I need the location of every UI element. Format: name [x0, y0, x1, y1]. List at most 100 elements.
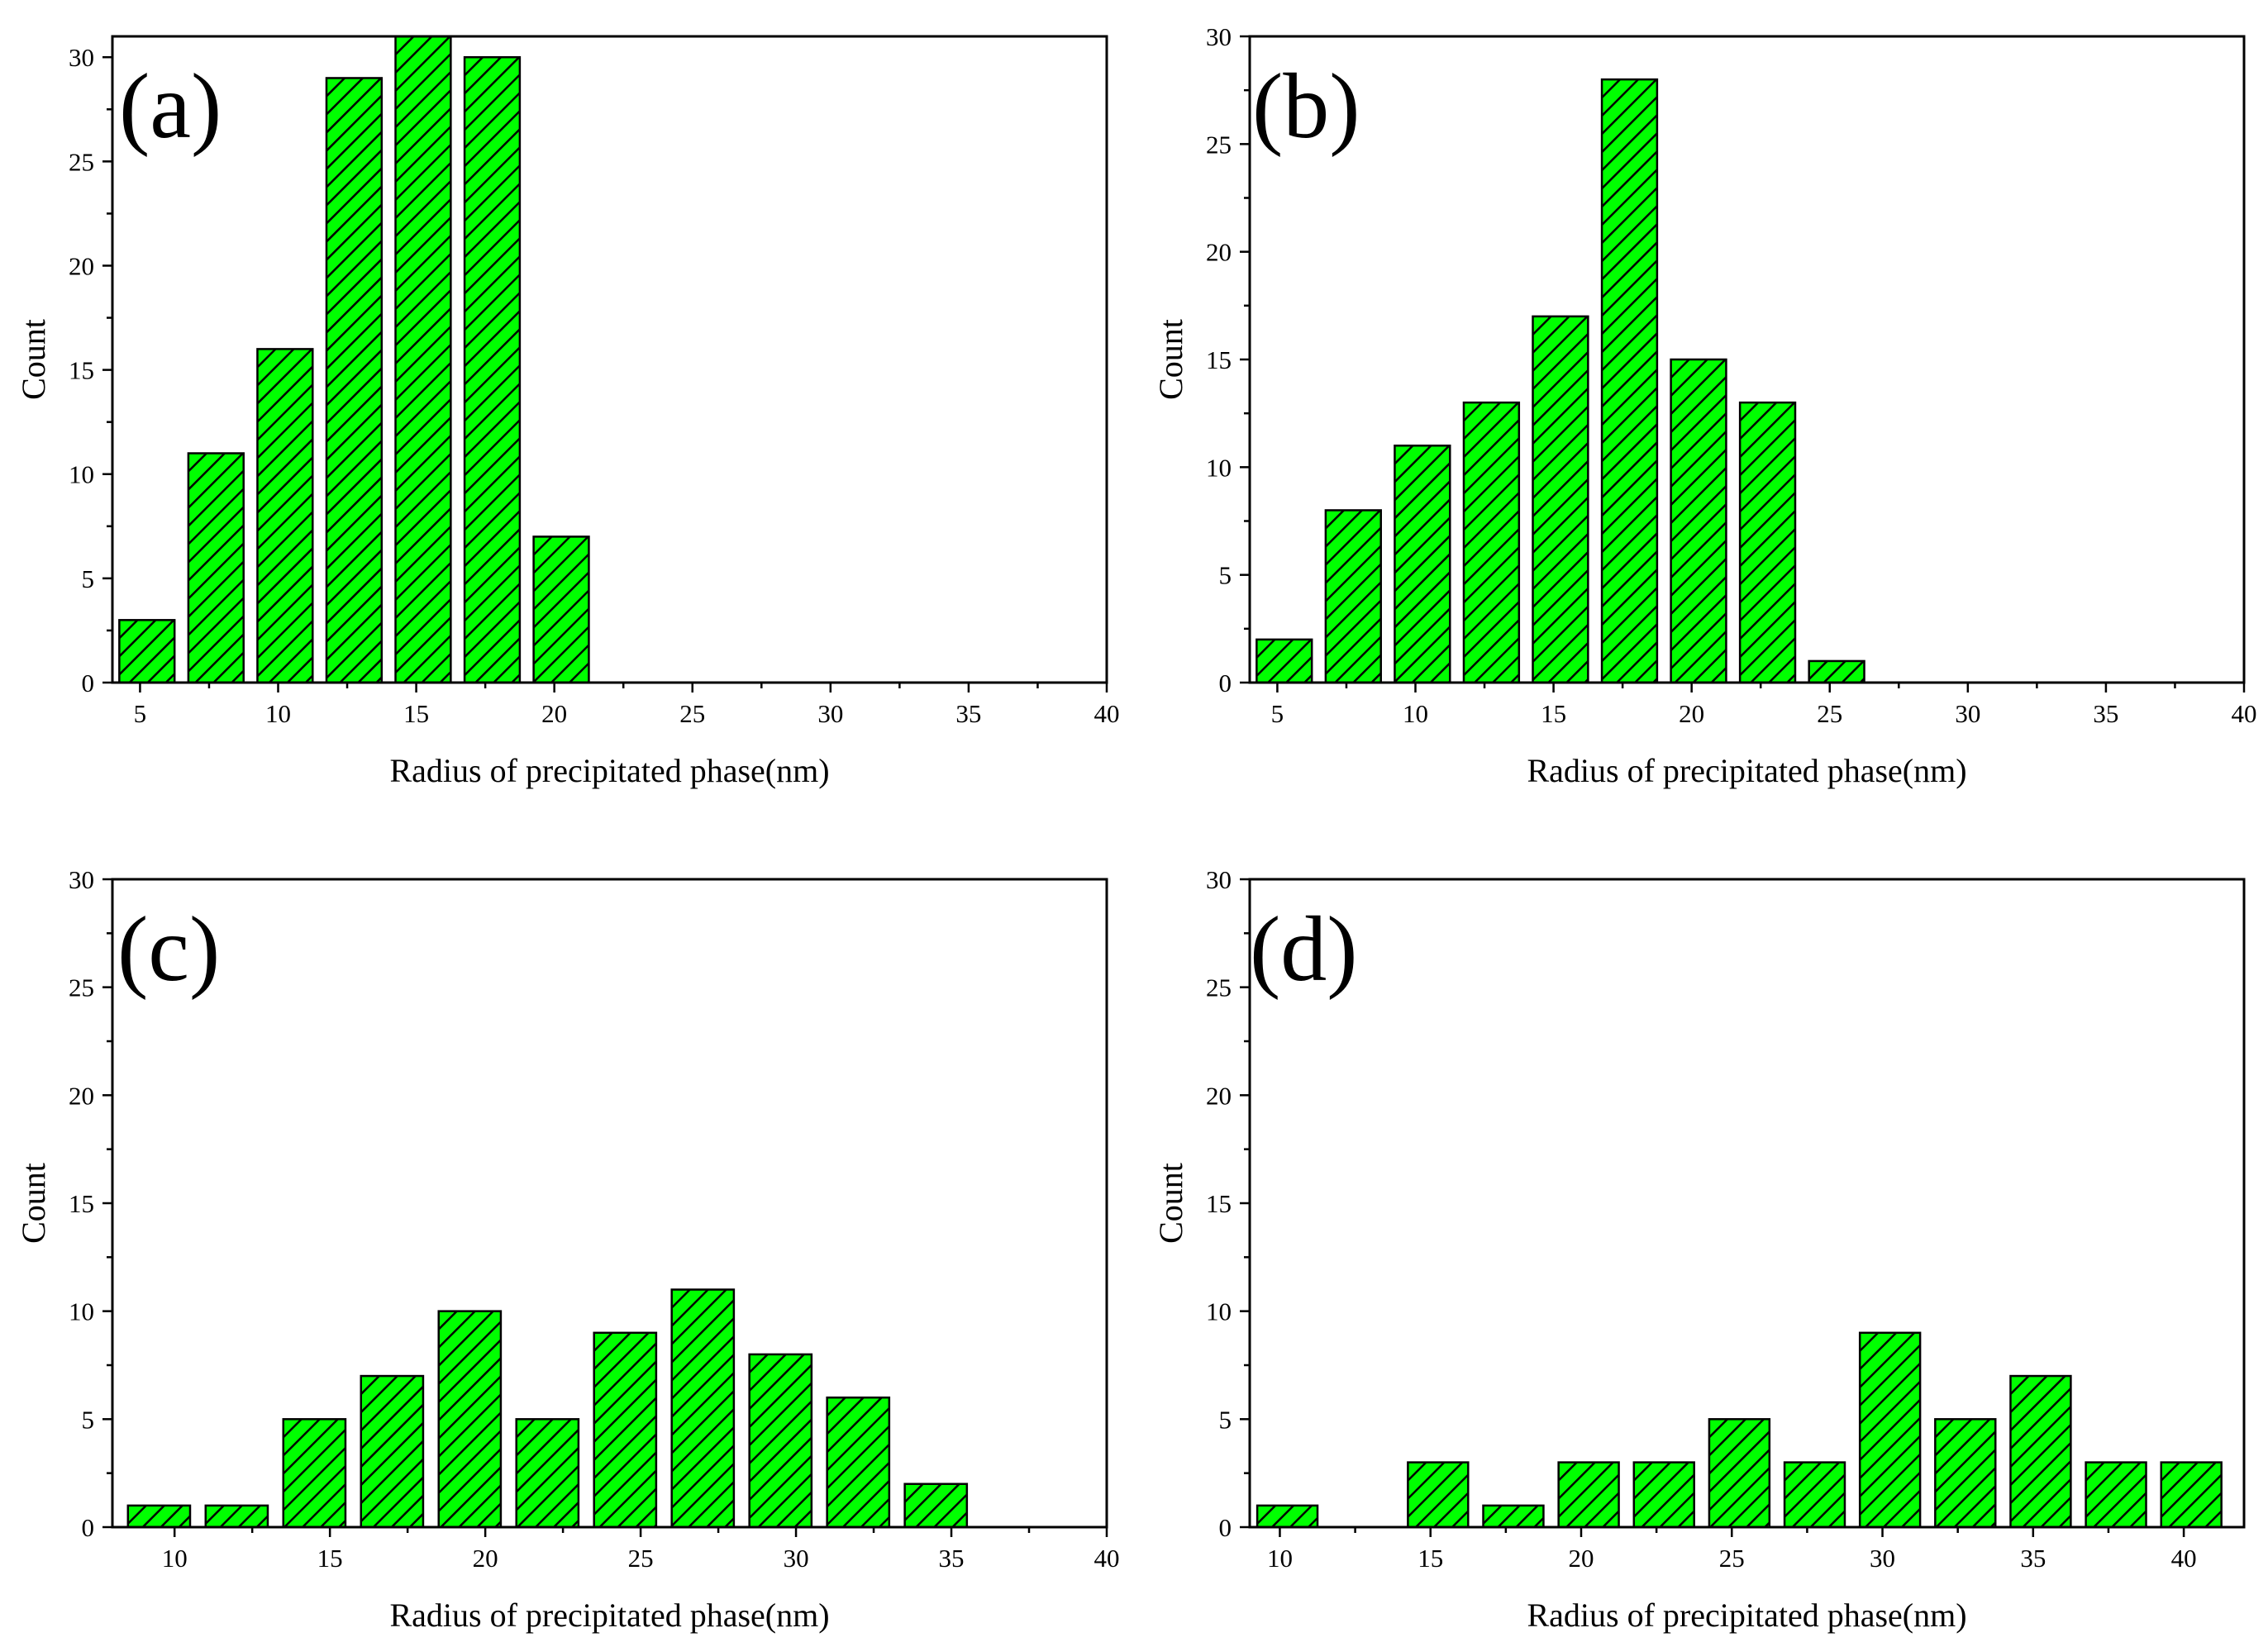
bar-a-7 [532, 535, 590, 684]
bar-d-4 [1482, 1504, 1545, 1529]
bar-d-1 [1256, 1504, 1319, 1529]
bar-b-4 [1462, 401, 1521, 684]
x-tick-label-b-20: 20 [1679, 699, 1704, 728]
y-axis-label-c: Count [15, 1163, 52, 1244]
bar-a-6 [463, 55, 522, 684]
bar-c-2 [204, 1504, 269, 1529]
y-ticks-b: 0 5 10 15 20 25 30 [1206, 22, 1250, 697]
bar-a-5 [394, 35, 452, 684]
y-tick-label-a-5: 5 [82, 564, 95, 593]
x-tick-label-d-25: 25 [1719, 1544, 1745, 1573]
y-tick-label-a-10: 10 [69, 460, 94, 489]
panel-c: 10 15 20 25 30 35 40 0 5 10 15 20 25 30 Radius of pr… [15, 865, 1120, 1634]
bar-c-8 [670, 1288, 736, 1529]
x-tick-label-b-25: 25 [1817, 699, 1842, 728]
y-tick-label-d-20: 20 [1206, 1081, 1232, 1110]
x-ticks-b: 5 10 15 20 25 30 35 40 [1271, 683, 2257, 728]
panel-a: 5 10 15 20 25 30 35 40 0 5 10 15 20 25 30 Radius of p… [15, 35, 1120, 789]
bar-d-10 [1934, 1418, 1997, 1529]
y-tick-label-d-0: 0 [1219, 1513, 1232, 1542]
y-tick-label-b-20: 20 [1206, 238, 1232, 267]
y-tick-label-b-10: 10 [1206, 453, 1232, 482]
bar-b-2 [1324, 509, 1382, 684]
y-tick-label-a-20: 20 [69, 251, 94, 280]
y-tick-label-b-5: 5 [1219, 561, 1232, 590]
y-tick-label-c-30: 30 [69, 865, 94, 894]
bar-c-7 [593, 1331, 658, 1529]
bar-d-7 [1708, 1418, 1771, 1529]
y-tick-label-b-30: 30 [1206, 22, 1232, 51]
bars-c [126, 1288, 969, 1529]
bar-b-1 [1256, 638, 1313, 684]
bar-c-5 [437, 1310, 503, 1529]
y-tick-label-b-25: 25 [1206, 130, 1232, 159]
x-ticks-c: 10 15 20 25 30 35 40 [162, 1527, 1120, 1573]
bar-b-9 [1808, 659, 1865, 684]
x-tick-label-c-40: 40 [1094, 1544, 1120, 1573]
bar-c-9 [748, 1353, 813, 1529]
bar-a-3 [256, 348, 314, 684]
x-tick-label-d-15: 15 [1418, 1544, 1443, 1573]
y-tick-label-d-10: 10 [1206, 1297, 1232, 1326]
x-tick-label-a-25: 25 [679, 699, 705, 728]
bar-b-3 [1394, 445, 1451, 684]
bar-d-13 [2160, 1461, 2223, 1529]
x-ticks-a: 5 10 15 20 25 30 35 40 [134, 683, 1120, 728]
bar-d-5 [1557, 1461, 1620, 1529]
panel-label-a: (a) [119, 55, 222, 158]
x-tick-label-c-35: 35 [939, 1544, 965, 1573]
y-tick-label-d-15: 15 [1206, 1189, 1232, 1218]
y-tick-label-b-15: 15 [1206, 345, 1232, 374]
y-tick-label-c-15: 15 [69, 1189, 94, 1218]
bar-b-6 [1600, 78, 1659, 684]
bar-a-1 [118, 619, 176, 684]
panel-b: 5 10 15 20 25 30 35 40 0 5 10 15 20 25 30 Radius of p… [1152, 22, 2257, 789]
bar-b-7 [1670, 358, 1727, 684]
x-tick-label-a-5: 5 [134, 699, 147, 728]
bar-d-6 [1632, 1461, 1695, 1529]
y-tick-label-c-20: 20 [69, 1081, 94, 1110]
y-tick-label-c-10: 10 [69, 1297, 94, 1326]
y-tick-label-b-0: 0 [1219, 669, 1232, 697]
x-axis-label-a: Radius of precipitated phase(nm) [389, 752, 829, 789]
y-tick-label-d-25: 25 [1206, 973, 1232, 1002]
x-tick-label-a-40: 40 [1094, 699, 1120, 728]
x-tick-label-a-10: 10 [265, 699, 291, 728]
y-tick-label-c-5: 5 [82, 1405, 95, 1434]
bar-d-9 [1858, 1331, 1922, 1529]
x-tick-label-a-15: 15 [403, 699, 429, 728]
y-tick-label-a-25: 25 [69, 147, 94, 176]
bar-hatch-a-7 [533, 536, 589, 683]
x-tick-label-b-30: 30 [1955, 699, 1980, 728]
bar-c-4 [360, 1374, 425, 1529]
x-tick-label-b-15: 15 [1541, 699, 1566, 728]
y-axis-label-a: Count [15, 319, 52, 400]
x-tick-label-b-5: 5 [1271, 699, 1284, 728]
y-axis-label-d: Count [1152, 1163, 1189, 1244]
bar-d-3 [1407, 1461, 1470, 1529]
bars-d [1256, 1331, 2223, 1529]
x-tick-label-d-35: 35 [2020, 1544, 2046, 1573]
x-axis-label-b: Radius of precipitated phase(nm) [1527, 752, 1966, 789]
y-ticks-d: 0 5 10 15 20 25 30 [1206, 865, 1250, 1542]
x-tick-label-d-30: 30 [1870, 1544, 1895, 1573]
bar-c-1 [126, 1504, 192, 1529]
y-tick-label-c-0: 0 [82, 1513, 95, 1542]
y-axis-label-b: Count [1152, 319, 1189, 400]
bar-d-11 [2009, 1374, 2072, 1529]
x-tick-label-c-25: 25 [628, 1544, 654, 1573]
y-tick-label-c-25: 25 [69, 973, 94, 1002]
x-tick-label-b-40: 40 [2232, 699, 2257, 728]
bar-c-10 [826, 1396, 891, 1529]
bar-b-8 [1738, 401, 1797, 684]
y-ticks-c: 0 5 10 15 20 25 30 [69, 865, 112, 1542]
x-ticks-d: 10 15 20 25 30 35 40 [1267, 1527, 2197, 1573]
bars-b [1256, 78, 1865, 684]
y-tick-label-a-30: 30 [69, 43, 94, 72]
panel-label-c: (c) [117, 898, 220, 1001]
x-tick-label-a-20: 20 [541, 699, 567, 728]
bar-d-8 [1783, 1461, 1846, 1529]
x-tick-label-d-10: 10 [1267, 1544, 1293, 1573]
x-tick-label-b-35: 35 [2093, 699, 2118, 728]
